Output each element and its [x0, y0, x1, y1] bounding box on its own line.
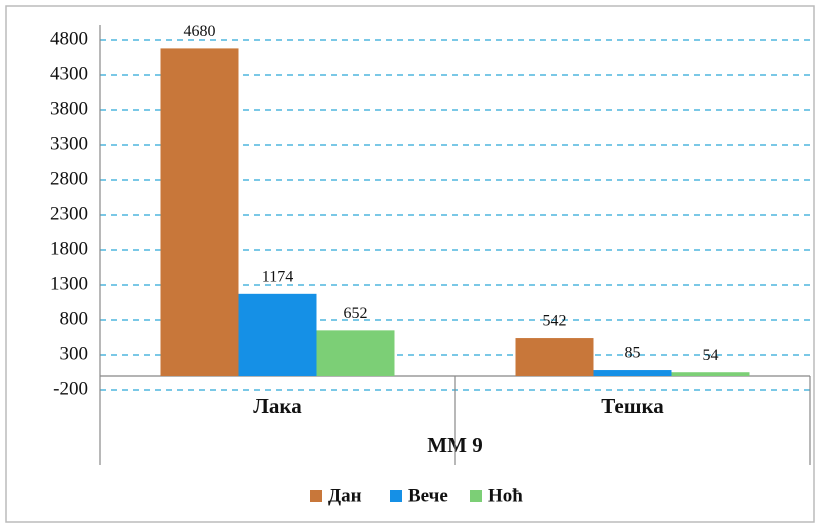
value-label: 4680	[184, 23, 216, 40]
y-tick-label: 4300	[50, 63, 88, 84]
bar	[316, 330, 395, 376]
y-tick-label: 4800	[50, 28, 88, 49]
y-tick-label: 3800	[50, 98, 88, 119]
bar	[238, 293, 317, 376]
chart-frame	[5, 5, 815, 523]
value-label: 652	[344, 305, 368, 322]
value-label: 1174	[262, 268, 293, 285]
y-tick-label: 1800	[50, 238, 88, 259]
y-tick-label: 2300	[50, 203, 88, 224]
bar	[671, 372, 750, 376]
value-label: 54	[703, 347, 719, 364]
legend-label: Ноћ	[488, 485, 523, 506]
legend-label: Вече	[408, 485, 448, 506]
legend-swatch	[390, 490, 402, 502]
bar	[160, 48, 239, 377]
y-tick-label: -200	[53, 378, 88, 399]
bar	[515, 338, 594, 376]
value-label: 542	[543, 313, 567, 330]
legend-swatch	[310, 490, 322, 502]
bar	[593, 370, 672, 376]
x-tick-label: Лака	[253, 394, 302, 418]
y-tick-label: 3300	[50, 133, 88, 154]
legend-label: Дан	[328, 485, 362, 506]
y-tick-label: 2800	[50, 168, 88, 189]
legend-swatch	[470, 490, 482, 502]
y-tick-label: 800	[60, 308, 89, 329]
y-tick-label: 300	[60, 343, 89, 364]
y-tick-label: 1300	[50, 273, 88, 294]
x-tick-label: Тешка	[601, 394, 664, 418]
value-label: 85	[625, 345, 641, 362]
